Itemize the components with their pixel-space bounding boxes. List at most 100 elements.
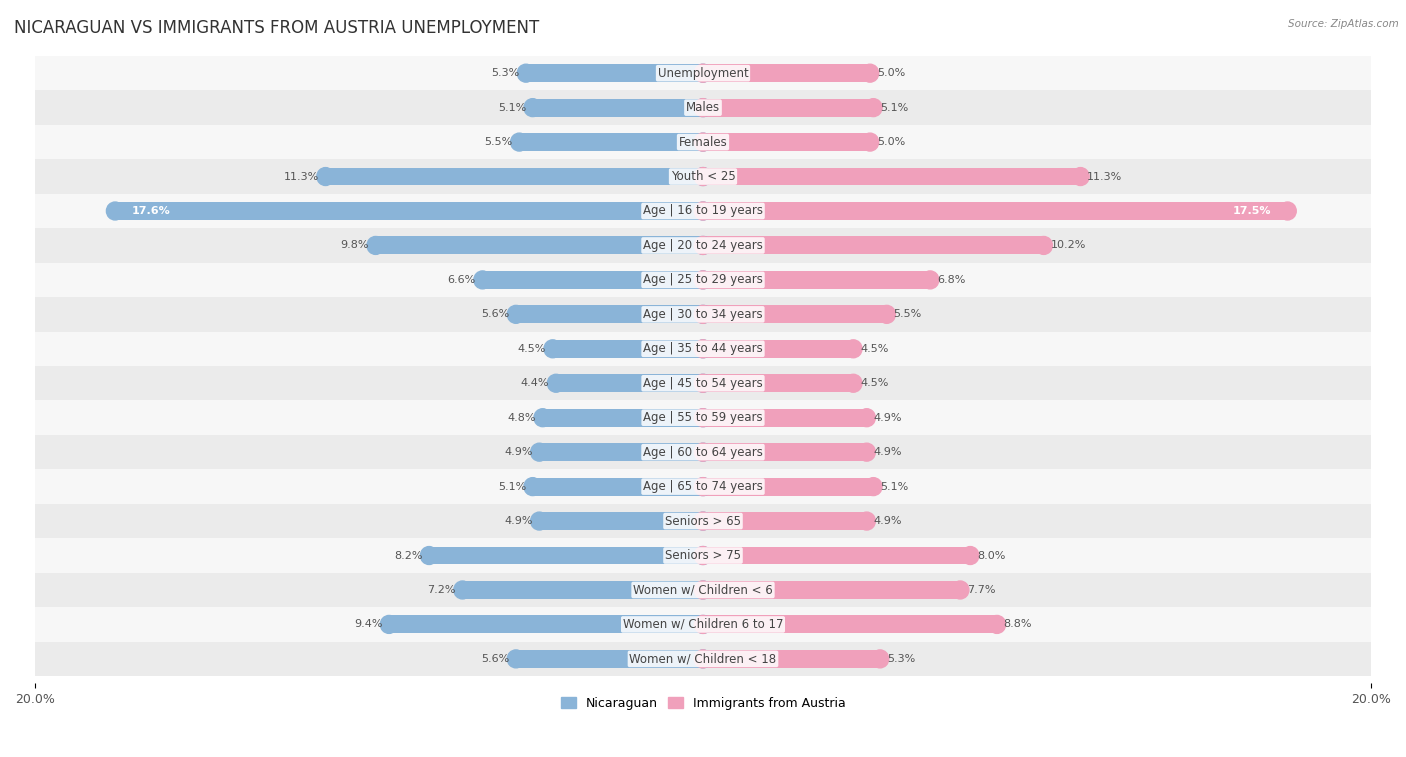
Circle shape bbox=[530, 443, 548, 461]
Circle shape bbox=[872, 650, 889, 668]
Bar bbox=[703, 478, 873, 496]
Text: Males: Males bbox=[686, 101, 720, 114]
Text: 4.5%: 4.5% bbox=[517, 344, 546, 354]
Bar bbox=[540, 443, 703, 461]
Text: Women w/ Children < 6: Women w/ Children < 6 bbox=[633, 584, 773, 597]
Circle shape bbox=[695, 443, 711, 461]
Bar bbox=[482, 271, 703, 289]
Bar bbox=[533, 98, 703, 117]
Circle shape bbox=[695, 374, 711, 392]
Text: 7.7%: 7.7% bbox=[967, 585, 995, 595]
Circle shape bbox=[865, 478, 882, 496]
Circle shape bbox=[1035, 236, 1053, 254]
Bar bbox=[555, 374, 703, 392]
Text: Youth < 25: Youth < 25 bbox=[671, 170, 735, 183]
Circle shape bbox=[921, 271, 939, 289]
Circle shape bbox=[877, 305, 896, 323]
Circle shape bbox=[695, 167, 711, 185]
Circle shape bbox=[695, 202, 711, 220]
Bar bbox=[115, 202, 703, 220]
Text: 5.0%: 5.0% bbox=[877, 68, 905, 78]
Bar bbox=[35, 125, 1371, 159]
Text: 5.1%: 5.1% bbox=[880, 481, 908, 491]
Circle shape bbox=[952, 581, 969, 599]
Circle shape bbox=[695, 305, 711, 323]
Text: 4.9%: 4.9% bbox=[873, 447, 901, 457]
Text: 4.4%: 4.4% bbox=[520, 378, 550, 388]
Circle shape bbox=[695, 374, 711, 392]
Text: 6.6%: 6.6% bbox=[447, 275, 475, 285]
Bar bbox=[703, 581, 960, 599]
Text: Age | 20 to 24 years: Age | 20 to 24 years bbox=[643, 239, 763, 252]
Legend: Nicaraguan, Immigrants from Austria: Nicaraguan, Immigrants from Austria bbox=[555, 692, 851, 715]
Circle shape bbox=[367, 236, 384, 254]
Text: 8.8%: 8.8% bbox=[1004, 619, 1032, 629]
Bar bbox=[35, 332, 1371, 366]
Bar bbox=[35, 194, 1371, 228]
Bar bbox=[703, 98, 873, 117]
Circle shape bbox=[695, 202, 711, 220]
Text: 7.2%: 7.2% bbox=[427, 585, 456, 595]
Text: Age | 65 to 74 years: Age | 65 to 74 years bbox=[643, 480, 763, 493]
Circle shape bbox=[862, 133, 879, 151]
Text: 4.9%: 4.9% bbox=[873, 413, 901, 422]
Circle shape bbox=[524, 98, 541, 117]
Text: 4.9%: 4.9% bbox=[505, 516, 533, 526]
Bar bbox=[35, 435, 1371, 469]
Bar bbox=[35, 159, 1371, 194]
Bar bbox=[703, 167, 1080, 185]
Bar bbox=[526, 64, 703, 83]
Text: 10.2%: 10.2% bbox=[1050, 241, 1085, 251]
Text: 5.1%: 5.1% bbox=[880, 103, 908, 113]
Bar bbox=[540, 512, 703, 530]
Circle shape bbox=[510, 133, 529, 151]
Text: Age | 55 to 59 years: Age | 55 to 59 years bbox=[643, 411, 763, 424]
Bar bbox=[543, 409, 703, 427]
Text: Females: Females bbox=[679, 136, 727, 148]
Circle shape bbox=[845, 340, 862, 358]
Bar bbox=[703, 236, 1043, 254]
Text: 4.9%: 4.9% bbox=[505, 447, 533, 457]
Bar bbox=[519, 133, 703, 151]
Circle shape bbox=[695, 512, 711, 530]
Circle shape bbox=[547, 374, 565, 392]
Circle shape bbox=[524, 478, 541, 496]
Text: 8.0%: 8.0% bbox=[977, 550, 1005, 560]
Text: 4.5%: 4.5% bbox=[860, 378, 889, 388]
Circle shape bbox=[695, 236, 711, 254]
Circle shape bbox=[695, 581, 711, 599]
Bar bbox=[429, 547, 703, 565]
Text: Age | 60 to 64 years: Age | 60 to 64 years bbox=[643, 446, 763, 459]
Circle shape bbox=[845, 374, 862, 392]
Text: Age | 16 to 19 years: Age | 16 to 19 years bbox=[643, 204, 763, 217]
Circle shape bbox=[962, 547, 979, 565]
Circle shape bbox=[858, 512, 876, 530]
Bar bbox=[35, 90, 1371, 125]
Circle shape bbox=[454, 581, 471, 599]
Circle shape bbox=[695, 547, 711, 565]
Bar bbox=[703, 650, 880, 668]
Bar bbox=[516, 650, 703, 668]
Bar bbox=[533, 478, 703, 496]
Circle shape bbox=[695, 167, 711, 185]
Bar bbox=[35, 538, 1371, 573]
Circle shape bbox=[508, 650, 524, 668]
Bar bbox=[375, 236, 703, 254]
Bar bbox=[516, 305, 703, 323]
Text: 5.0%: 5.0% bbox=[877, 137, 905, 147]
Bar bbox=[35, 504, 1371, 538]
Bar bbox=[326, 167, 703, 185]
Bar bbox=[35, 642, 1371, 676]
Text: 5.5%: 5.5% bbox=[893, 310, 922, 319]
Circle shape bbox=[544, 340, 561, 358]
Circle shape bbox=[695, 340, 711, 358]
Text: Women w/ Children < 18: Women w/ Children < 18 bbox=[630, 653, 776, 665]
Circle shape bbox=[695, 581, 711, 599]
Text: 17.6%: 17.6% bbox=[132, 206, 170, 216]
Circle shape bbox=[695, 133, 711, 151]
Bar bbox=[703, 374, 853, 392]
Text: 5.1%: 5.1% bbox=[498, 481, 526, 491]
Text: Age | 35 to 44 years: Age | 35 to 44 years bbox=[643, 342, 763, 355]
Circle shape bbox=[858, 409, 876, 427]
Circle shape bbox=[107, 202, 124, 220]
